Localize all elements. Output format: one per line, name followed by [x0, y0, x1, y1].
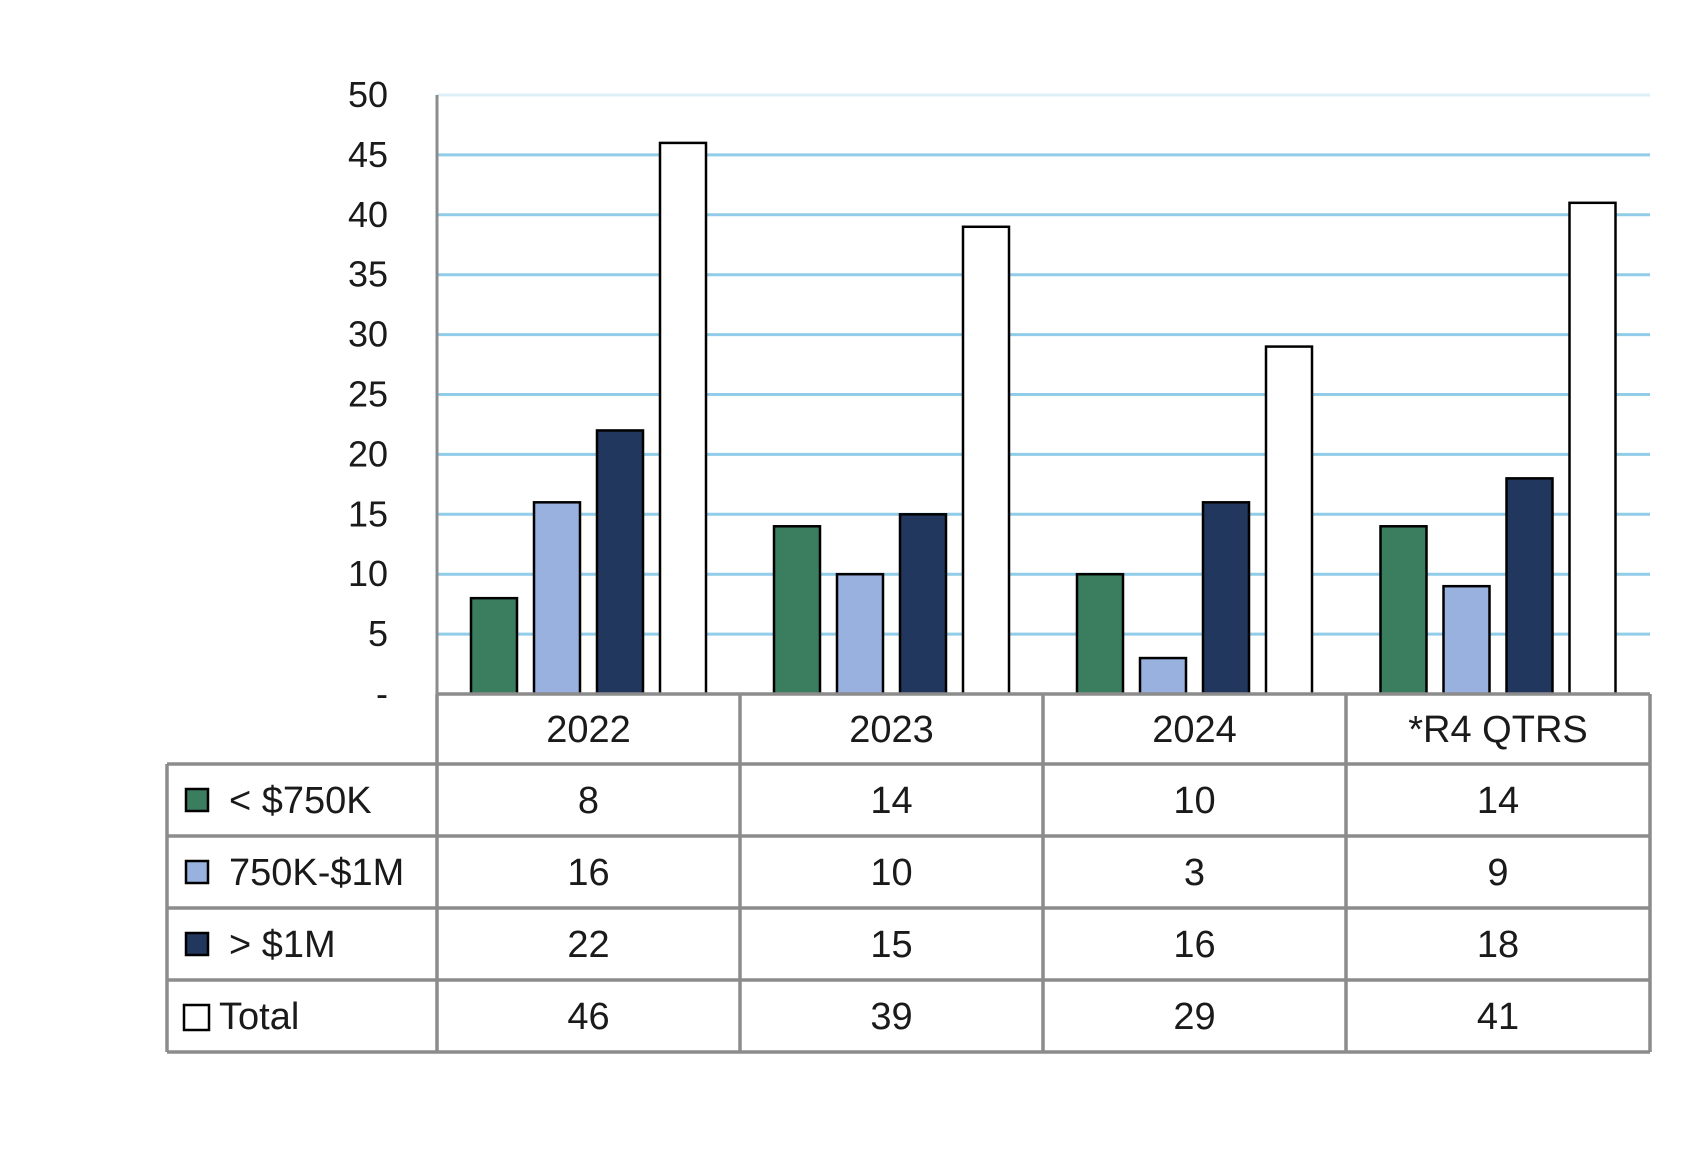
bar	[772, 525, 822, 696]
table-cell-value: 16	[567, 852, 609, 894]
row-label: > $1M	[229, 924, 336, 966]
y-tick-label: 30	[348, 314, 388, 355]
y-tick-label: 35	[348, 254, 388, 295]
legend-swatch	[184, 931, 210, 957]
category-label: 2023	[849, 709, 934, 751]
row-label: < $750K	[229, 780, 372, 822]
bar	[1568, 201, 1617, 696]
bar	[1505, 477, 1554, 696]
category-label: 2022	[546, 709, 631, 751]
bar	[1138, 656, 1188, 696]
bar	[1442, 584, 1491, 696]
data-table: 2022 2023 2024 *R4 QTRS < $750K 8 14 10 14 750K-$…	[165, 692, 1652, 1054]
y-tick-label: 10	[348, 553, 388, 594]
row-label: 750K-$1M	[229, 852, 404, 894]
bar	[469, 596, 519, 696]
category-label: 2024	[1152, 709, 1237, 751]
table-cell-value: 46	[567, 996, 609, 1038]
table-cell-value: 3	[1184, 852, 1205, 894]
bar	[1201, 501, 1251, 696]
table-cell-value: 18	[1477, 924, 1519, 966]
y-tick-label: 50	[348, 74, 388, 115]
bar	[898, 513, 948, 696]
y-tick-label: 5	[368, 613, 388, 654]
y-axis-tick-labels: - 5 10 15 20 25 30 35 40 45 50	[348, 74, 388, 714]
table-cell-value: 15	[870, 924, 912, 966]
table-cell-value: 14	[870, 780, 912, 822]
bar	[1379, 525, 1428, 696]
category-label: *R4 QTRS	[1408, 709, 1587, 751]
y-tick-label: 25	[348, 374, 388, 415]
legend-swatch	[182, 1003, 211, 1032]
bar	[961, 225, 1011, 696]
y-tick-label: 20	[348, 433, 388, 474]
table-cell-value: 29	[1173, 996, 1215, 1038]
y-tick-label: 15	[348, 493, 388, 534]
legend-swatch	[184, 859, 210, 885]
bar	[532, 501, 582, 696]
y-tick-label: 45	[348, 134, 388, 175]
bar	[835, 572, 885, 696]
table-cell-value: 14	[1477, 780, 1519, 822]
table-cell-value: 16	[1173, 924, 1215, 966]
table-cell-value: 41	[1477, 996, 1519, 1038]
table-cell-value: 10	[1173, 780, 1215, 822]
y-tick-label: 40	[348, 194, 388, 235]
row-label: Total	[219, 996, 299, 1038]
table-cell-value: 10	[870, 852, 912, 894]
table-cell-value: 39	[870, 996, 912, 1038]
bar	[658, 141, 708, 696]
bar	[595, 429, 645, 696]
bar	[1075, 572, 1125, 696]
table-cell-value: 22	[567, 924, 609, 966]
table-cell-value: 9	[1487, 852, 1508, 894]
bars	[469, 141, 1617, 696]
bar	[1264, 345, 1314, 696]
y-tick-label: -	[376, 673, 388, 714]
table-cell-value: 8	[578, 780, 599, 822]
legend-swatch	[184, 787, 210, 813]
